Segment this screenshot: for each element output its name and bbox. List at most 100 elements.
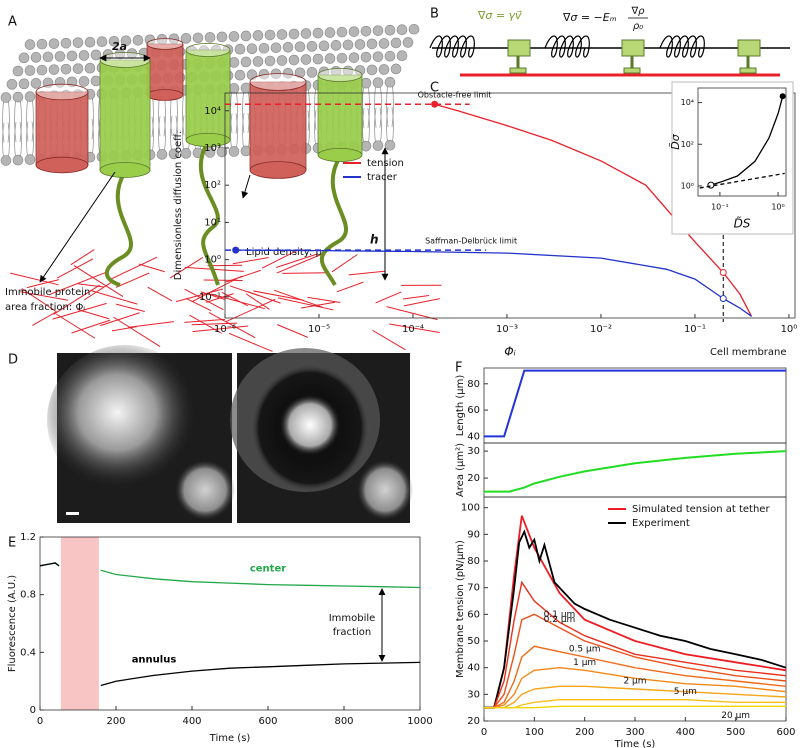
anchored-protein — [99, 59, 151, 171]
dashpot — [737, 39, 761, 57]
x-axis-label: D̃S — [734, 216, 751, 230]
lipid-head — [402, 37, 414, 48]
micrograph — [47, 345, 413, 523]
lipid-head — [12, 154, 24, 166]
y-tick-label: 10² — [681, 140, 694, 149]
y-tick-label: 20 — [467, 716, 480, 727]
cell — [175, 460, 235, 520]
lipid-head — [66, 50, 78, 62]
lipid-head — [168, 148, 180, 160]
lipid-head — [336, 52, 348, 64]
lipid-head — [90, 75, 102, 87]
point-marker — [719, 269, 727, 277]
height-label: h — [370, 233, 379, 247]
series-line — [484, 529, 787, 709]
chart: 20 30 40 50 60 70 80 90 100 0 100 200 300 400 500 600 Me… — [455, 496, 796, 748]
center-spot — [280, 395, 340, 455]
protein-arrow — [39, 171, 116, 283]
point-marker — [779, 93, 786, 100]
curve-label: 0.2 µm — [544, 615, 576, 625]
lipid-head — [246, 43, 258, 55]
lipid-arrow — [241, 174, 251, 199]
cell — [357, 460, 413, 520]
series-line — [235, 249, 752, 317]
equation: ∇σ = −Eₘ — [562, 11, 617, 24]
filament — [225, 298, 276, 323]
lipid-head — [96, 36, 108, 48]
y-tick-label: 30 — [467, 446, 480, 457]
y-axis-label: D̃σ — [669, 133, 682, 149]
y-tick-label: 50 — [467, 636, 480, 647]
filament — [402, 295, 430, 300]
x-tick-label: 10⁻¹ — [711, 203, 729, 212]
filament — [348, 270, 386, 276]
lipid-head — [228, 83, 240, 94]
equation: ρ₀ — [633, 21, 643, 32]
lipid-head — [54, 51, 66, 62]
lipid-head — [408, 23, 420, 35]
equation: ∇ρ — [630, 6, 645, 17]
lipid-head — [48, 64, 60, 75]
lipid-head — [240, 145, 252, 157]
spring — [429, 35, 475, 58]
lipid-head — [354, 39, 366, 50]
filament — [110, 256, 158, 280]
y-tick-label: 10⁰ — [681, 181, 694, 190]
x-tick-label: 10⁰ — [771, 203, 784, 212]
filament — [32, 311, 57, 326]
x-tick-label: 0 — [481, 727, 487, 738]
filament — [403, 298, 440, 307]
lipid-head — [300, 54, 312, 65]
lipid-head — [54, 77, 66, 88]
lipid-head — [228, 57, 240, 68]
lipid-head — [372, 77, 384, 88]
point-marker — [719, 295, 727, 303]
series-line — [484, 613, 787, 709]
lipid-head — [384, 24, 396, 36]
lipid-head — [90, 49, 102, 61]
filament — [111, 326, 137, 332]
chart: 10⁻¹ 10⁰ 10¹ 10² 10³ 10⁴ 10⁻⁶ 10⁻⁵ 10⁻⁴ 10⁻³ 10⁻² 1… — [173, 91, 797, 359]
lipid-head — [24, 154, 36, 165]
lipid-head — [282, 41, 294, 53]
y-tick-label: 20 — [467, 473, 480, 484]
filament — [52, 302, 107, 320]
filament — [56, 258, 94, 279]
lipid-head — [312, 53, 324, 65]
annotation-text: fraction — [333, 627, 371, 638]
dashpot-foot — [509, 67, 527, 74]
lipid-head — [306, 67, 318, 78]
filament — [10, 272, 59, 286]
y-tick-label: 100 — [461, 503, 480, 514]
series-line — [484, 705, 786, 709]
y-axis-label: Membrane tension (pN/µm) — [455, 540, 466, 678]
filament — [375, 291, 402, 304]
series-label: annulus — [132, 654, 177, 665]
curve-label: 20 µm — [721, 711, 750, 721]
filament — [282, 272, 327, 274]
lipid-head — [324, 27, 336, 38]
lipid-head — [378, 38, 390, 49]
lipid-head — [360, 140, 372, 152]
panel-label: C — [430, 81, 439, 96]
lipid-head — [24, 91, 36, 102]
obstacle-protein — [146, 43, 184, 96]
filament — [50, 272, 106, 295]
lipid-head — [42, 51, 54, 63]
lipid-tail — [26, 96, 34, 142]
y-tick-label: 0.8 — [20, 590, 36, 601]
anchor-tether — [319, 155, 348, 286]
filament — [128, 321, 174, 328]
panel-label: D — [8, 353, 18, 368]
x-tick-label: 10⁻⁴ — [402, 324, 424, 335]
y-tick-label: 10⁻¹ — [199, 292, 221, 303]
lipid-tail — [374, 82, 382, 128]
lipid-head — [348, 26, 360, 37]
shaded-region — [60, 537, 99, 710]
lipid-head — [18, 78, 30, 90]
lipid-head — [372, 140, 384, 151]
lipid-head — [318, 40, 330, 52]
legend-label: Experiment — [632, 518, 690, 529]
point-marker — [431, 100, 439, 108]
